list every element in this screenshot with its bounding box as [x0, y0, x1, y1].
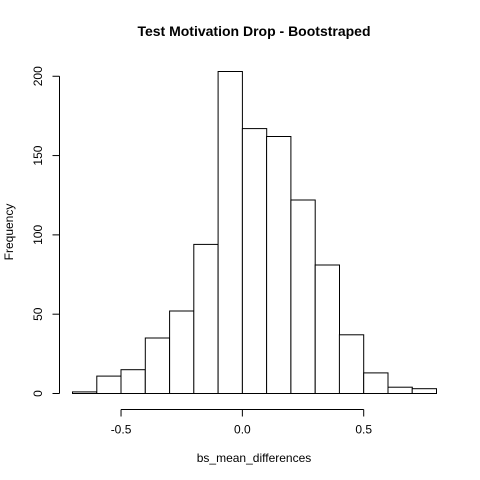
- y-tick-label: 50: [31, 307, 45, 321]
- x-axis-label: bs_mean_differences: [197, 451, 312, 465]
- y-tick-label: 100: [31, 225, 45, 245]
- histogram-bar: [266, 136, 292, 394]
- histogram-bar: [314, 264, 341, 394]
- histogram-bar: [193, 243, 219, 394]
- x-axis: -0.5 0.0 0.5: [111, 409, 372, 437]
- y-tick-label: 0: [31, 390, 45, 397]
- y-axis-label: Frequency: [2, 204, 16, 261]
- x-tick-label: 0.0: [234, 423, 251, 437]
- histogram-bar: [290, 199, 316, 394]
- histogram-bar: [241, 128, 268, 394]
- histogram-bar: [338, 334, 365, 394]
- x-tick-label: 0.5: [355, 423, 372, 437]
- histogram-bar: [363, 372, 389, 394]
- y-tick-label: 200: [31, 66, 45, 86]
- histogram-bar: [387, 386, 413, 395]
- x-tick-label: -0.5: [111, 423, 132, 437]
- y-tick-label: 150: [31, 145, 45, 165]
- y-axis: 0 50 100 150 200: [31, 66, 60, 397]
- histogram-bar: [144, 337, 171, 394]
- bars-group: [72, 71, 438, 395]
- histogram-bar: [169, 310, 195, 394]
- histogram-bar: [120, 369, 146, 395]
- chart-title: Test Motivation Drop - Bootstraped: [137, 23, 370, 39]
- histogram-bar: [217, 71, 243, 394]
- histogram-bar: [96, 375, 122, 395]
- histogram-bar: [411, 388, 438, 395]
- histogram-bar: [72, 391, 98, 394]
